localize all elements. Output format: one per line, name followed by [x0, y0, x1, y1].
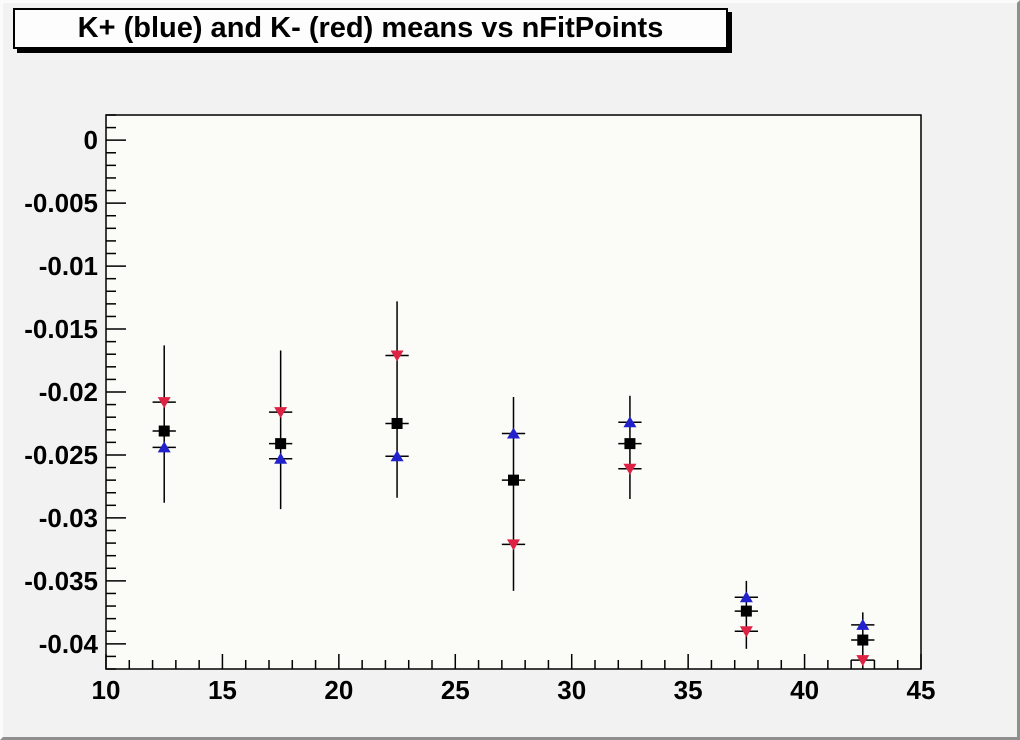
y-axis-ticks: -0.04 -0.035 -0.03 -0.025 -0.02 -0.015 -0.01 -0… [24, 114, 126, 670]
y-tick-label: -0.005 [24, 188, 98, 218]
marker-triangle-up [856, 618, 870, 630]
x-tick-label: 15 [208, 675, 237, 705]
plot-area: -0.04 -0.035 -0.03 -0.025 -0.02 -0.015 -0.01 -0… [24, 114, 936, 705]
series-mean [152, 417, 875, 646]
marker-triangle-down [390, 350, 404, 362]
marker-square [275, 438, 287, 450]
y-tick-label: -0.03 [39, 503, 98, 533]
plot-title-box: K+ (blue) and K- (red) means vs nFitPoin… [13, 8, 728, 49]
marker-triangle-up [507, 427, 520, 439]
x-tick-label: 25 [441, 675, 470, 705]
y-tick-label: -0.035 [24, 566, 98, 596]
x-tick-label: 20 [324, 675, 353, 705]
marker-square [624, 438, 636, 450]
marker-triangle-down [739, 626, 753, 638]
x-tick-label: 40 [790, 675, 819, 705]
plot-title: K+ (blue) and K- (red) means vs nFitPoin… [77, 12, 664, 44]
marker-square [508, 474, 519, 486]
series-kminus [152, 350, 875, 667]
marker-triangle-down [507, 539, 520, 551]
marker-square [857, 634, 869, 646]
marker-triangle-up [274, 452, 288, 464]
y-tick-label: 0 [84, 125, 98, 155]
marker-triangle-up [157, 441, 171, 453]
y-tick-label: -0.01 [39, 251, 98, 281]
y-tick-label: -0.025 [24, 440, 98, 470]
marker-triangle-down [274, 407, 288, 419]
marker-triangle-down [856, 655, 870, 667]
x-tick-label: 45 [907, 675, 936, 705]
marker-square [391, 417, 403, 429]
y-tick-label: -0.02 [39, 377, 98, 407]
x-tick-label: 35 [674, 675, 703, 705]
y-tick-label: -0.04 [39, 629, 99, 659]
marker-square [158, 425, 170, 437]
series-kplus [152, 416, 875, 630]
y-tick-label: -0.015 [24, 314, 98, 344]
marker-triangle-up [623, 416, 637, 428]
marker-triangle-up [739, 591, 753, 603]
x-axis-ticks: 10 15 20 25 30 35 40 45 [92, 654, 936, 705]
x-tick-label: 10 [92, 675, 121, 705]
marker-triangle-down [623, 463, 637, 475]
marker-triangle-up [390, 450, 404, 462]
marker-triangle-down [157, 397, 171, 409]
x-tick-label: 30 [557, 675, 586, 705]
marker-square [740, 605, 752, 617]
